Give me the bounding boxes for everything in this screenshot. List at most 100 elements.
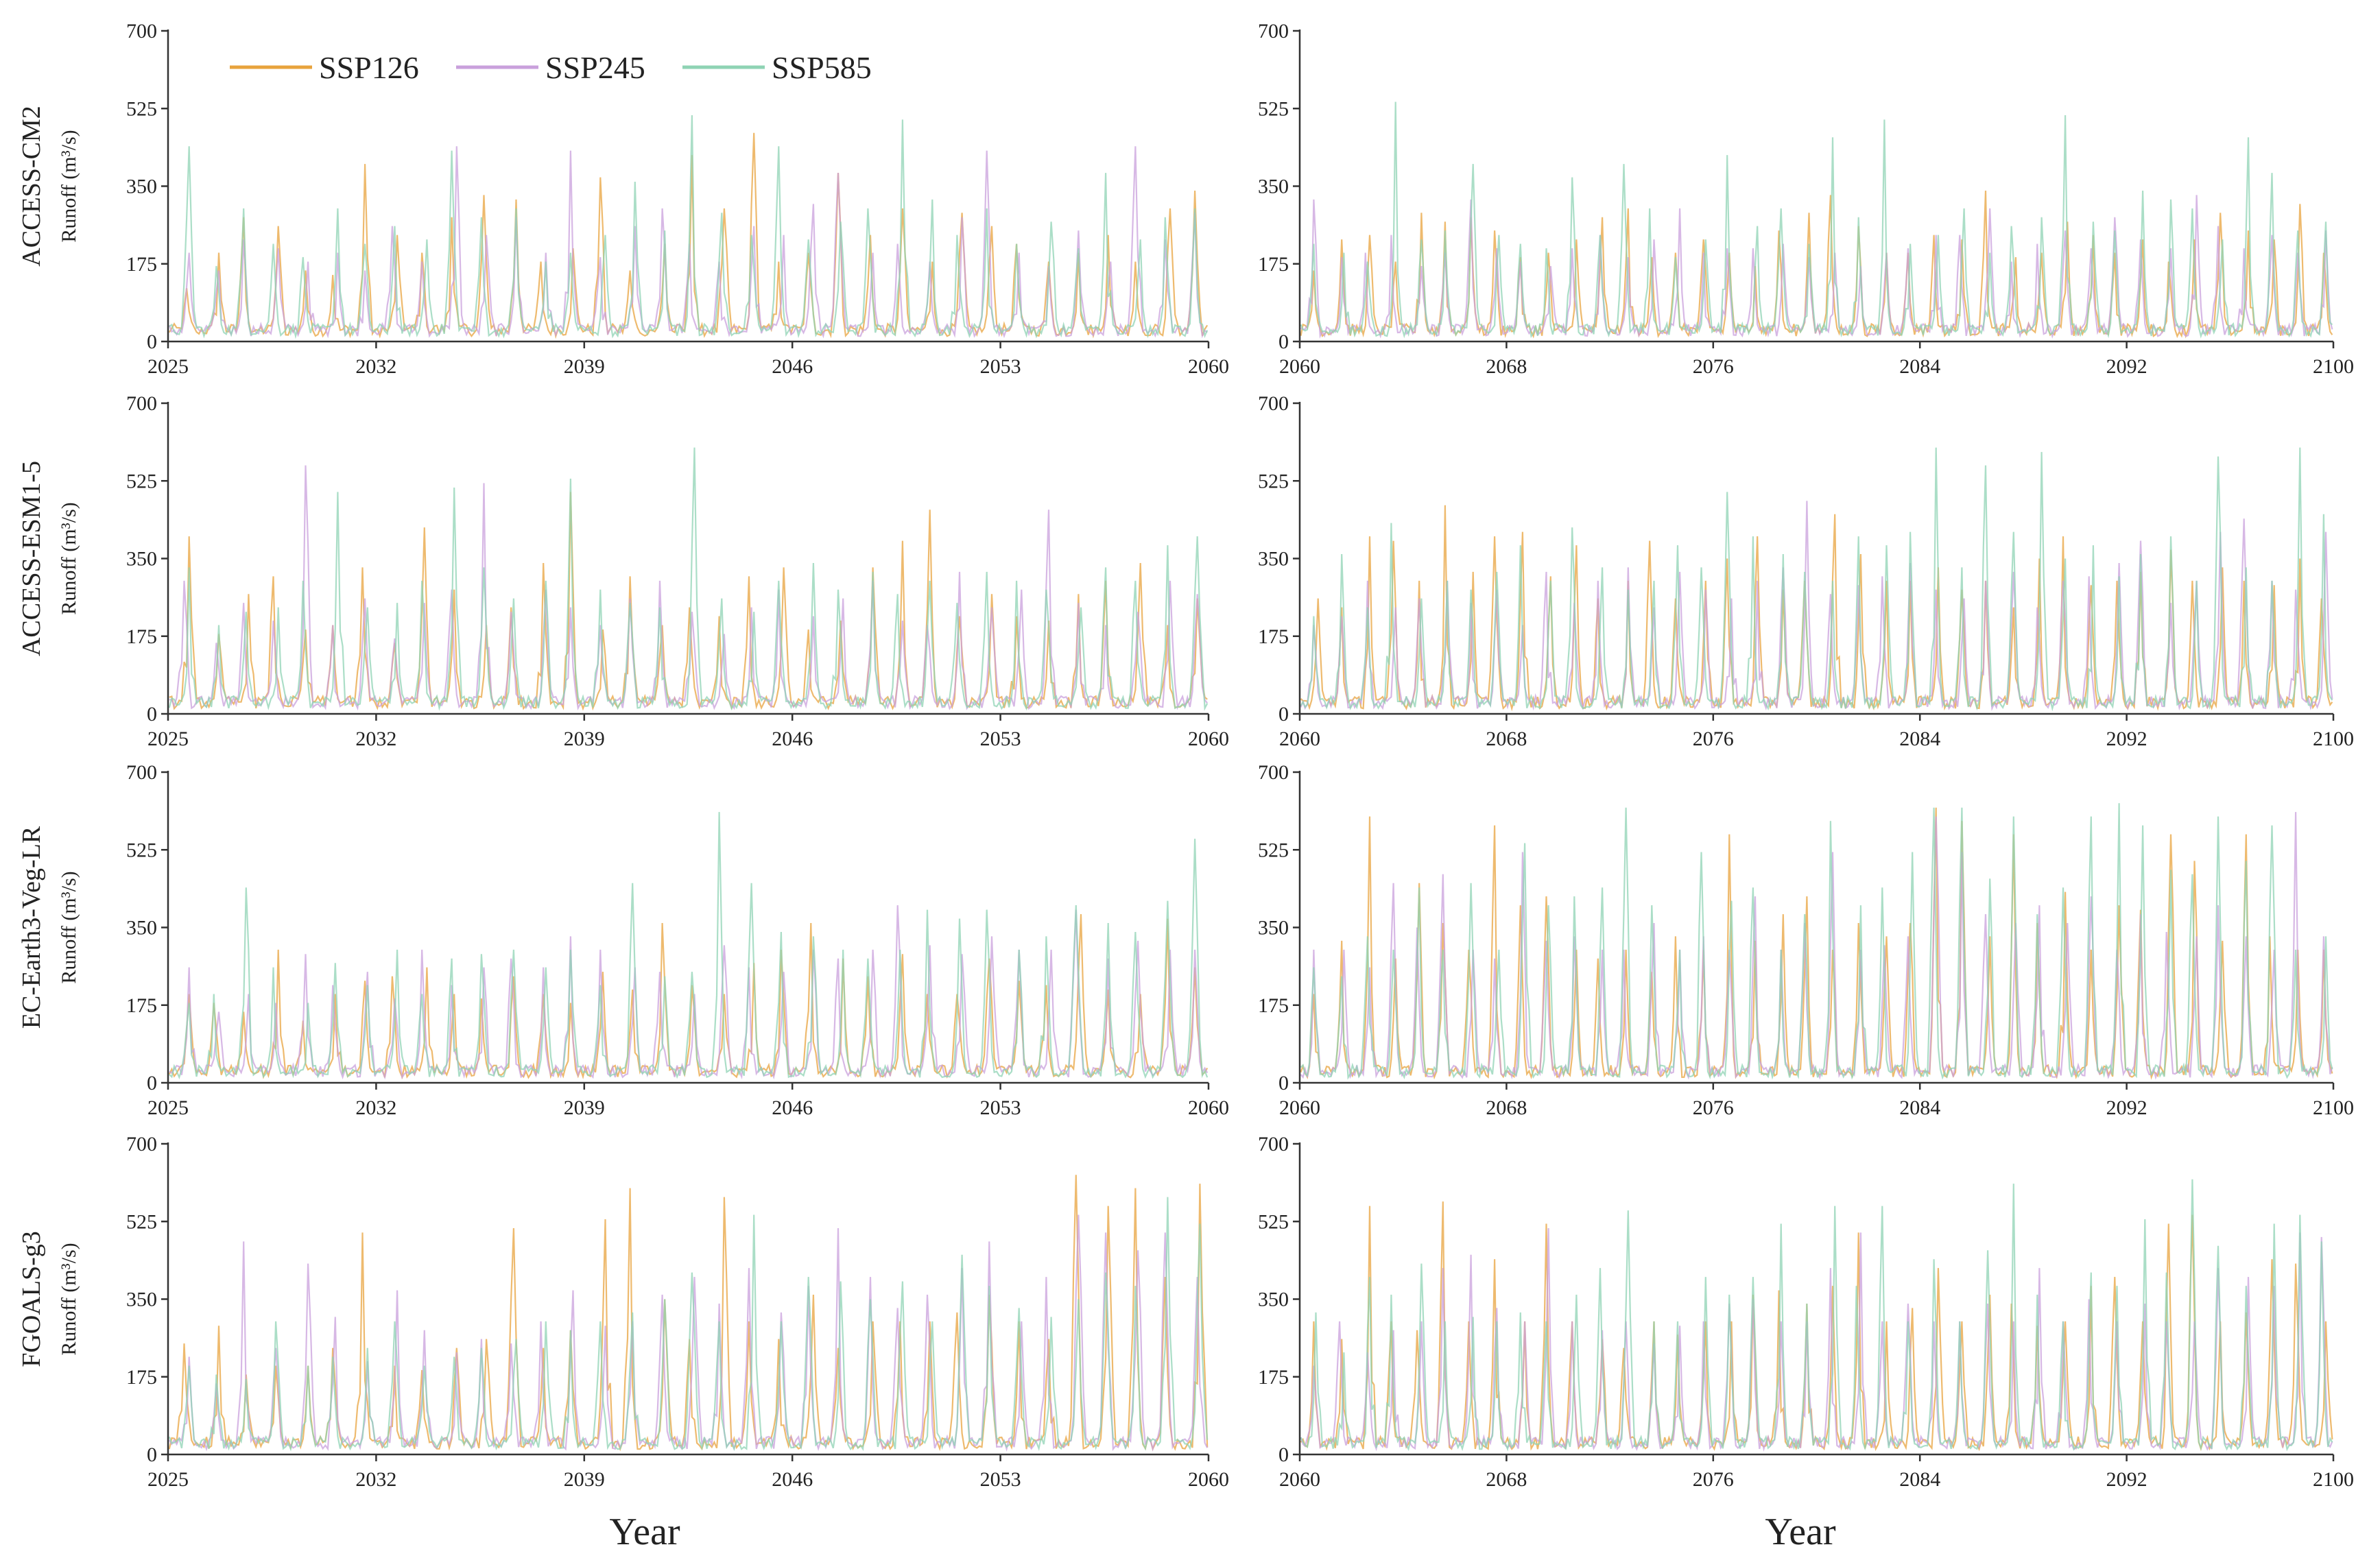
x-tick-label: 2092 <box>2106 355 2147 378</box>
y-tick-label: 175 <box>1258 253 1289 276</box>
panel-access-esm1-5-2060-2100: 0 175 350 525 700 2060 2068 2076 2084 2092 2100 <box>1258 392 2354 750</box>
x-tick-label: 2053 <box>980 728 1021 750</box>
y-tick-label: 350 <box>1258 917 1289 939</box>
series-line-ssp126 <box>169 492 1208 711</box>
x-tick-label: 2046 <box>772 728 813 750</box>
series-line-ssp245 <box>169 905 1209 1080</box>
x-tick-label: 2039 <box>564 728 605 750</box>
y-tick-label: 350 <box>1258 1289 1289 1311</box>
y-tick-label: 700 <box>1258 761 1289 784</box>
panel-access-esm1-5-2025-2060: Runoff (m³/s) 0 175 350 525 700 2025 2032 2039 20… <box>58 392 1229 750</box>
y-tick-label: 350 <box>126 917 157 939</box>
series-line-ssp126 <box>1300 190 2333 339</box>
x-tick-label: 2039 <box>564 1468 605 1491</box>
x-axis-title-right: Year <box>1765 1511 1836 1553</box>
y-axis-title: Runoff (m³/s) <box>58 871 80 983</box>
series-line-ssp585 <box>1300 447 2333 712</box>
model-label-access-cm2: ACCESS-CM2 <box>17 106 46 266</box>
y-tick-label: 175 <box>1258 625 1289 648</box>
x-tick-label: 2053 <box>980 355 1021 378</box>
x-tick-label: 2100 <box>2313 1468 2354 1491</box>
x-tick-label: 2060 <box>1279 355 1320 378</box>
x-tick-label: 2060 <box>1188 728 1229 750</box>
x-tick-label: 2053 <box>980 1468 1021 1491</box>
y-tick-label: 700 <box>126 761 157 784</box>
legend-label-ssp126: SSP126 <box>319 50 419 85</box>
x-tick-label: 2060 <box>1279 728 1320 750</box>
x-tick-label: 2084 <box>1899 355 1940 378</box>
x-tick-label: 2032 <box>355 1096 396 1119</box>
y-tick-label: 0 <box>1278 1443 1289 1466</box>
panel-fgoals-g3-2025-2060: Runoff (m³/s) 0 175 350 525 700 2025 2032 2039 20… <box>58 1133 1229 1491</box>
x-tick-label: 2060 <box>1279 1096 1320 1119</box>
y-tick-label: 700 <box>126 20 157 43</box>
y-tick-label: 175 <box>1258 994 1289 1017</box>
panels: ACCESS-CM2 Runoff (m³/s) 0 175 350 525 700 2025… <box>17 20 2354 1491</box>
y-tick-label: 0 <box>1278 331 1289 353</box>
y-tick-label: 525 <box>126 97 157 120</box>
x-tick-label: 2025 <box>147 1468 189 1491</box>
x-tick-label: 2068 <box>1486 728 1527 750</box>
x-tick-label: 2092 <box>2106 1096 2147 1119</box>
series-line-ssp585 <box>1300 1179 2333 1452</box>
y-tick-label: 525 <box>126 839 157 861</box>
x-tick-label: 2060 <box>1188 1468 1229 1491</box>
x-tick-label: 2053 <box>980 1096 1021 1119</box>
y-tick-label: 175 <box>126 625 157 648</box>
x-tick-label: 2084 <box>1899 1096 1940 1119</box>
series-line-ssp585 <box>168 447 1209 711</box>
y-tick-label: 0 <box>147 703 157 726</box>
y-tick-label: 350 <box>126 1289 157 1311</box>
series-line-ssp245 <box>1300 1227 2333 1452</box>
y-axis-title: Runoff (m³/s) <box>58 502 80 614</box>
x-tick-label: 2100 <box>2313 1096 2354 1119</box>
y-tick-label: 525 <box>1258 97 1289 120</box>
y-tick-label: 0 <box>1278 1072 1289 1094</box>
x-tick-label: 2060 <box>1279 1468 1320 1491</box>
y-tick-label: 525 <box>1258 470 1289 492</box>
y-tick-label: 350 <box>1258 548 1289 571</box>
x-tick-label: 2076 <box>1693 1096 1734 1119</box>
x-tick-label: 2076 <box>1693 355 1734 378</box>
model-label-ec-earth3-veg-lr: EC-Earth3-Veg-LR <box>17 826 46 1029</box>
x-tick-label: 2100 <box>2313 728 2354 750</box>
x-tick-label: 2025 <box>147 1096 189 1119</box>
y-tick-label: 0 <box>147 1443 157 1466</box>
x-tick-label: 2039 <box>564 1096 605 1119</box>
series-line-ssp245 <box>1300 195 2333 339</box>
y-tick-label: 0 <box>147 1072 157 1094</box>
series-line-ssp585 <box>169 115 1209 339</box>
x-tick-label: 2068 <box>1486 1468 1527 1491</box>
x-axis-title-left: Year <box>609 1511 680 1553</box>
panel-ec-earth3-veg-lr-2025-2060: Runoff (m³/s) 0 175 350 525 700 2025 2032 2039 20… <box>58 761 1229 1119</box>
panel-fgoals-g3-2060-2100: 0 175 350 525 700 2060 2068 2076 2084 2092 2100 <box>1258 1133 2354 1491</box>
y-tick-label: 175 <box>1258 1366 1289 1389</box>
x-tick-label: 2025 <box>147 355 189 378</box>
x-tick-label: 2046 <box>772 1468 813 1491</box>
series-line-ssp585 <box>168 1197 1209 1452</box>
x-tick-label: 2084 <box>1899 728 1940 750</box>
x-tick-label: 2076 <box>1693 728 1734 750</box>
x-tick-label: 2025 <box>147 728 189 750</box>
x-tick-label: 2046 <box>772 1096 813 1119</box>
legend-label-ssp585: SSP585 <box>772 50 872 85</box>
y-tick-label: 175 <box>126 1366 157 1389</box>
x-tick-label: 2100 <box>2313 355 2354 378</box>
x-tick-label: 2084 <box>1899 1468 1940 1491</box>
y-tick-label: 350 <box>1258 176 1289 198</box>
series-line-ssp585 <box>1300 101 2333 339</box>
y-tick-label: 700 <box>1258 20 1289 43</box>
y-tick-label: 525 <box>126 1210 157 1233</box>
series-line-ssp585 <box>1300 803 2333 1080</box>
x-tick-label: 2068 <box>1486 355 1527 378</box>
x-tick-label: 2092 <box>2106 1468 2147 1491</box>
panel-access-cm2-2025-2060: Runoff (m³/s) 0 175 350 525 700 2025 2032 2039 20… <box>58 20 1229 378</box>
y-axis-title: Runoff (m³/s) <box>58 1243 80 1355</box>
x-tick-label: 2032 <box>355 728 396 750</box>
x-tick-label: 2060 <box>1188 355 1229 378</box>
y-tick-label: 175 <box>126 994 157 1017</box>
y-tick-label: 0 <box>1278 703 1289 726</box>
y-tick-label: 525 <box>1258 839 1289 861</box>
model-label-fgoals-g3: FGOALS-g3 <box>17 1231 46 1367</box>
series-line-ssp245 <box>168 146 1208 339</box>
